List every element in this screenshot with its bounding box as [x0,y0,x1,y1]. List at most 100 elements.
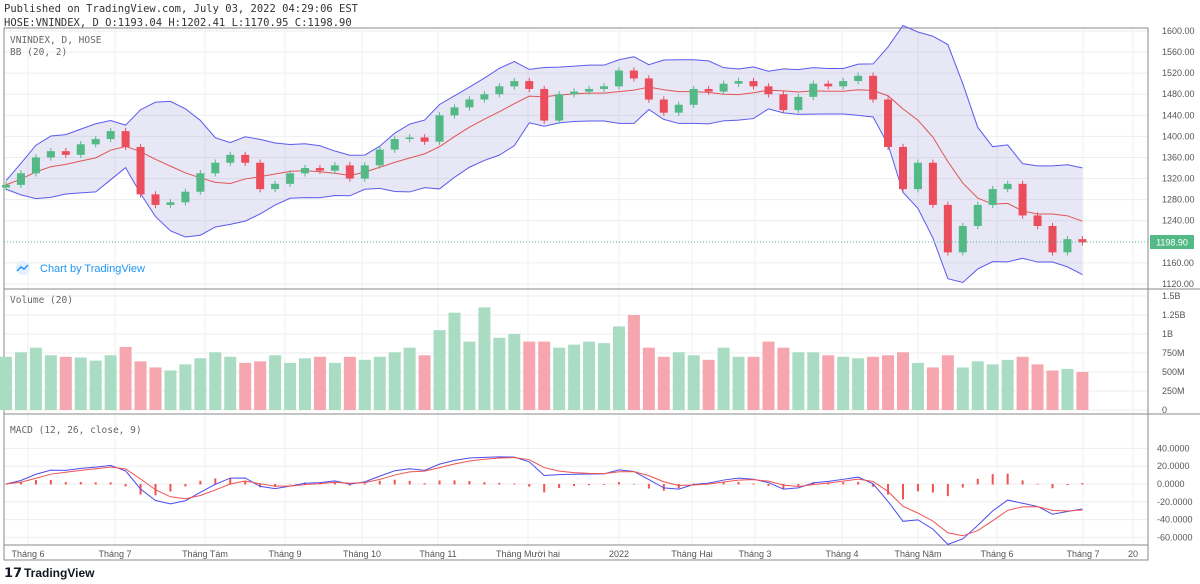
footer-logo[interactable]: 𝟭𝟳 TradingView [4,565,95,580]
volume-tick: 1.25B [1162,310,1186,320]
macd-histogram-bar [647,484,650,489]
price-tick: 1280.00 [1162,195,1195,205]
macd-histogram-bar [767,484,770,486]
candle [345,165,354,179]
tv-logo-icon: 𝟭𝟳 [4,565,22,580]
candle [704,88,713,92]
volume-bar [642,347,655,410]
macd-histogram-bar [363,483,366,485]
time-tick: Tháng 6 [11,549,44,559]
volume-bar [777,347,790,410]
time-tick: Tháng 3 [738,549,771,559]
macd-histogram-bar [857,481,860,485]
volume-bar [1061,368,1074,410]
volume-bar [732,356,745,410]
volume-bar [299,358,311,410]
volume-bar [328,362,341,410]
volume-tick: 1B [1162,329,1173,339]
macd-tick: 20.0000 [1157,461,1190,471]
volume-bar [164,370,177,410]
macd-label[interactable]: MACD (12, 26, close, 9) [10,425,142,436]
bb-label[interactable]: BB (20, 2) [10,47,67,58]
volume-bar [583,341,596,410]
macd-histogram-bar [543,484,546,493]
candle [301,168,309,174]
candle [570,91,579,95]
volume-bar [792,352,805,410]
volume-tick: 250M [1162,386,1185,396]
macd-histogram-bar [692,483,695,485]
macd-histogram-bar [528,484,531,487]
volume-bar [882,355,895,410]
macd-histogram-bar [199,480,202,485]
volume-bar [119,346,132,410]
candle [794,96,803,111]
macd-histogram-bar [1051,484,1054,489]
macd-histogram-bar [214,478,217,485]
volume-label[interactable]: Volume (20) [10,295,73,306]
volume-bar [89,360,102,410]
candle [315,168,324,171]
candle [1063,239,1072,253]
volume-bar [837,356,850,410]
candle [540,88,549,121]
candle [420,137,429,142]
macd-histogram-bar [887,484,890,495]
time-tick: Tháng 11 [419,549,456,559]
ohlc-readout: HOSE:VNINDEX, D O:1193.04 H:1202.41 L:11… [4,17,352,29]
volume-bar [463,341,476,410]
volume-bar [852,358,865,410]
macd-histogram-bar [677,484,680,489]
volume-bar [59,356,72,410]
volume-bar [911,362,924,410]
candle [779,94,788,111]
macd-histogram-bar [931,484,934,493]
volume-bar [1001,359,1014,410]
volume-bar [1016,356,1029,410]
volume-bar [194,358,207,410]
candle [121,131,130,147]
watermark[interactable]: Chart by TradingView [16,261,145,275]
macd-histogram-bar [603,484,605,485]
macd-histogram-bar [797,484,800,486]
macd-histogram-bar [752,483,755,485]
candle [106,131,115,140]
candle [988,189,997,205]
volume-bar [134,361,147,410]
macd-histogram-bar [468,481,471,485]
macd-histogram-bar [498,482,501,485]
price-tick: 1600.00 [1162,26,1195,36]
candle [644,78,653,100]
candle [271,183,280,190]
volume-bar [44,355,57,410]
candle [31,157,40,174]
volume-bar [1031,364,1044,410]
volume-tick: 500M [1162,367,1185,377]
macd-histogram-bar [902,484,904,500]
candle [629,70,638,79]
candle [585,88,594,92]
macd-histogram-bar [438,480,441,485]
macd-histogram-bar [513,483,516,485]
candle [166,202,175,205]
candle [226,154,235,163]
candle [136,146,145,195]
volume-bar [926,367,939,410]
volume-bar [0,356,12,410]
macd-histogram-bar [1021,480,1024,485]
macd-histogram-bar [453,480,456,485]
published-info: Published on TradingView.com, July 03, 2… [4,3,359,15]
volume-bar [986,364,999,410]
volume-bar [538,341,551,410]
volume-bar [687,355,700,410]
volume-bar [254,361,267,410]
volume-bar [523,341,536,410]
price-tick: 1400.00 [1162,131,1195,141]
candle [1003,183,1012,190]
price-tick: 1560.00 [1162,47,1195,57]
volume-bar [478,307,491,410]
macd-histogram-bar [64,482,67,485]
candle [839,81,848,87]
candle [465,99,474,108]
